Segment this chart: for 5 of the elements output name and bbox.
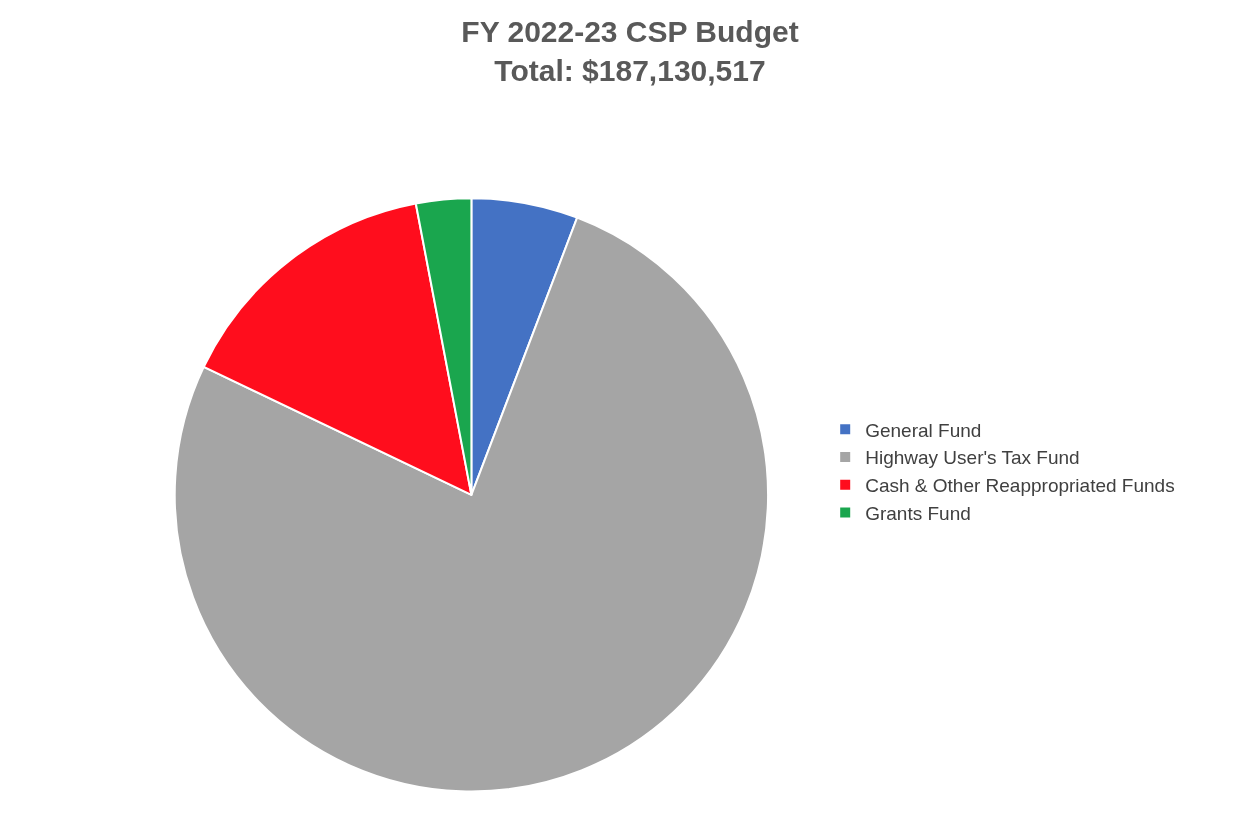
legend-label: General Fund [865,419,982,441]
chart-title: FY 2022-23 CSP Budget Total: $187,130,517 [461,14,799,87]
legend-label: Grants Fund [865,502,971,524]
legend-label: Highway User's Tax Fund [865,447,1080,469]
legend-label: Cash & Other Reappropriated Funds [865,475,1175,497]
